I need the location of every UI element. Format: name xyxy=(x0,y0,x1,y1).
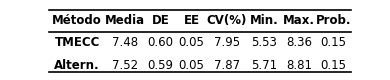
Text: 7.48: 7.48 xyxy=(112,36,138,49)
Text: 5.53: 5.53 xyxy=(251,36,277,49)
Text: Min.: Min. xyxy=(250,14,278,27)
Text: EE: EE xyxy=(184,14,200,27)
Text: Método: Método xyxy=(52,14,102,27)
Text: 8.81: 8.81 xyxy=(286,59,312,72)
Text: Media: Media xyxy=(105,14,145,27)
Text: 0.60: 0.60 xyxy=(147,36,174,49)
Text: Altern.: Altern. xyxy=(54,59,100,72)
Text: 0.59: 0.59 xyxy=(147,59,174,72)
Text: 7.95: 7.95 xyxy=(214,36,240,49)
Text: 7.87: 7.87 xyxy=(214,59,240,72)
Text: 0.05: 0.05 xyxy=(179,36,205,49)
Text: 0.05: 0.05 xyxy=(179,59,205,72)
Text: 0.15: 0.15 xyxy=(321,36,347,49)
Text: 7.52: 7.52 xyxy=(112,59,138,72)
Text: CV(%): CV(%) xyxy=(207,14,247,27)
Text: Max.: Max. xyxy=(283,14,315,27)
Text: 8.36: 8.36 xyxy=(286,36,312,49)
Text: 0.15: 0.15 xyxy=(321,59,347,72)
Text: Prob.: Prob. xyxy=(316,14,351,27)
Text: TMECC: TMECC xyxy=(55,36,100,49)
Text: DE: DE xyxy=(152,14,169,27)
Text: 5.71: 5.71 xyxy=(251,59,277,72)
